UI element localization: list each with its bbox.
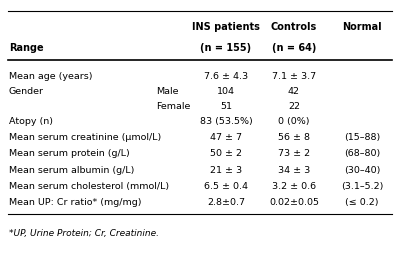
Text: 104: 104 bbox=[217, 87, 235, 97]
Text: Mean UP: Cr ratio* (mg/mg): Mean UP: Cr ratio* (mg/mg) bbox=[9, 198, 141, 207]
Text: 42: 42 bbox=[288, 87, 300, 97]
Text: Mean serum albumin (g/L): Mean serum albumin (g/L) bbox=[9, 166, 134, 175]
Text: 7.6 ± 4.3: 7.6 ± 4.3 bbox=[204, 72, 248, 81]
Text: Controls: Controls bbox=[271, 22, 317, 32]
Text: 2.8±0.7: 2.8±0.7 bbox=[207, 198, 245, 207]
Text: Atopy (n): Atopy (n) bbox=[9, 117, 53, 126]
Text: 21 ± 3: 21 ± 3 bbox=[210, 166, 242, 175]
Text: 47 ± 7: 47 ± 7 bbox=[210, 133, 242, 142]
Text: INS patients: INS patients bbox=[192, 22, 260, 32]
Text: (≤ 0.2): (≤ 0.2) bbox=[345, 198, 379, 207]
Text: 34 ± 3: 34 ± 3 bbox=[278, 166, 310, 175]
Text: Mean serum cholesterol (mmol/L): Mean serum cholesterol (mmol/L) bbox=[9, 182, 169, 191]
Text: (15–88): (15–88) bbox=[344, 133, 380, 142]
Text: 0.02±0.05: 0.02±0.05 bbox=[269, 198, 319, 207]
Text: Range: Range bbox=[9, 43, 44, 53]
Text: (30–40): (30–40) bbox=[344, 166, 380, 175]
Text: 56 ± 8: 56 ± 8 bbox=[278, 133, 310, 142]
Text: Mean age (years): Mean age (years) bbox=[9, 72, 92, 81]
Text: 3.2 ± 0.6: 3.2 ± 0.6 bbox=[272, 182, 316, 191]
Text: (n = 155): (n = 155) bbox=[200, 43, 252, 53]
Text: Male: Male bbox=[156, 87, 178, 97]
Text: Mean serum protein (g/L): Mean serum protein (g/L) bbox=[9, 149, 130, 158]
Text: 51: 51 bbox=[220, 102, 232, 111]
Text: (68–80): (68–80) bbox=[344, 149, 380, 158]
Text: Mean serum creatinine (μmol/L): Mean serum creatinine (μmol/L) bbox=[9, 133, 161, 142]
Text: Female: Female bbox=[156, 102, 190, 111]
Text: 50 ± 2: 50 ± 2 bbox=[210, 149, 242, 158]
Text: *UP, Urine Protein; Cr, Creatinine.: *UP, Urine Protein; Cr, Creatinine. bbox=[9, 229, 159, 238]
Text: 22: 22 bbox=[288, 102, 300, 111]
Text: (n = 64): (n = 64) bbox=[272, 43, 316, 53]
Text: 6.5 ± 0.4: 6.5 ± 0.4 bbox=[204, 182, 248, 191]
Text: Gender: Gender bbox=[9, 87, 44, 97]
Text: 73 ± 2: 73 ± 2 bbox=[278, 149, 310, 158]
Text: 0 (0%): 0 (0%) bbox=[278, 117, 310, 126]
Text: (3.1–5.2): (3.1–5.2) bbox=[341, 182, 383, 191]
Text: 83 (53.5%): 83 (53.5%) bbox=[200, 117, 252, 126]
Text: 7.1 ± 3.7: 7.1 ± 3.7 bbox=[272, 72, 316, 81]
Text: Normal: Normal bbox=[342, 22, 382, 32]
